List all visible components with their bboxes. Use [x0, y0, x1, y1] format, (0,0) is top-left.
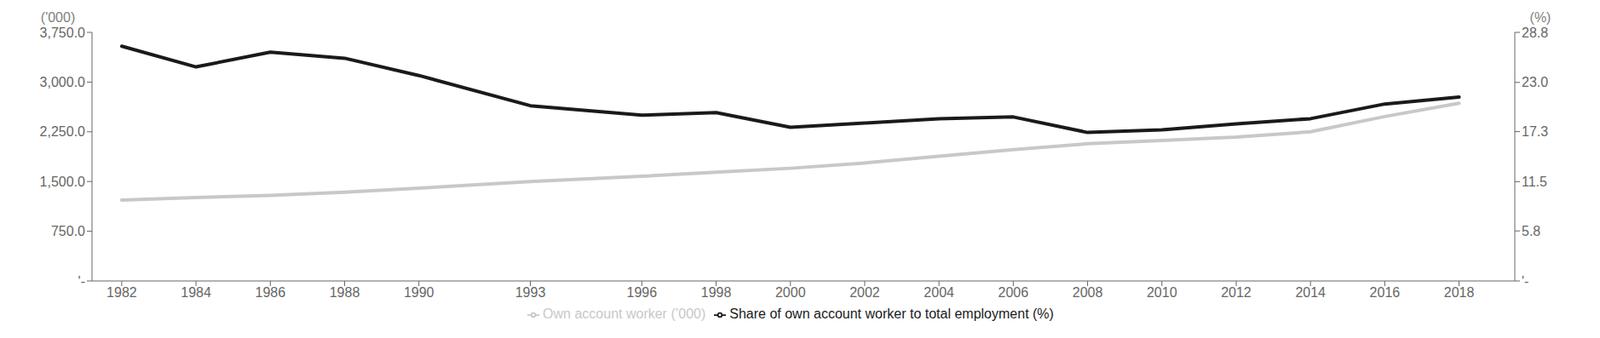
svg-text:1,500.0: 1,500.0: [40, 174, 86, 190]
svg-text:1998: 1998: [701, 285, 732, 300]
svg-text:17.3: 17.3: [1521, 124, 1549, 139]
svg-text:1993: 1993: [515, 285, 547, 300]
svg-text:'-: '-: [78, 274, 86, 289]
svg-text:1986: 1986: [254, 285, 286, 300]
svg-text:28.8: 28.8: [1521, 25, 1549, 41]
svg-text:2014: 2014: [1294, 285, 1326, 300]
svg-text:('000): ('000): [40, 10, 75, 25]
svg-text:3,750.0: 3,750.0: [40, 25, 86, 41]
svg-text:2016: 2016: [1369, 285, 1401, 300]
svg-text:1996: 1996: [627, 285, 658, 300]
html-text:Own account worker (’000): Own account worker (’000): [542, 306, 706, 322]
svg-text:2006: 2006: [998, 285, 1030, 300]
svg-text:2000: 2000: [775, 285, 806, 300]
svg-text:2,250.0: 2,250.0: [40, 124, 86, 139]
svg-text:'-: '-: [1521, 274, 1529, 289]
svg-text:1984: 1984: [180, 285, 212, 300]
html-text:Share of own account worker to: Share of own account worker to total emp…: [729, 306, 1054, 322]
svg-text:1988: 1988: [329, 285, 361, 300]
svg-text:(%): (%): [1530, 10, 1552, 25]
svg-text:3,000.0: 3,000.0: [40, 74, 86, 90]
svg-text:5.8: 5.8: [1521, 224, 1541, 239]
svg-text:1990: 1990: [403, 285, 435, 300]
svg-text:2010: 2010: [1146, 285, 1178, 300]
svg-text:2008: 2008: [1072, 285, 1104, 300]
svg-text:2002: 2002: [849, 285, 881, 300]
svg-text:2012: 2012: [1220, 285, 1252, 300]
svg-text:1982: 1982: [106, 285, 138, 300]
svg-text:11.5: 11.5: [1521, 174, 1548, 190]
svg-text:750.0: 750.0: [51, 224, 86, 239]
svg-text:2018: 2018: [1444, 285, 1475, 300]
svg-text:23.0: 23.0: [1521, 74, 1549, 90]
svg-text:2004: 2004: [923, 285, 955, 300]
